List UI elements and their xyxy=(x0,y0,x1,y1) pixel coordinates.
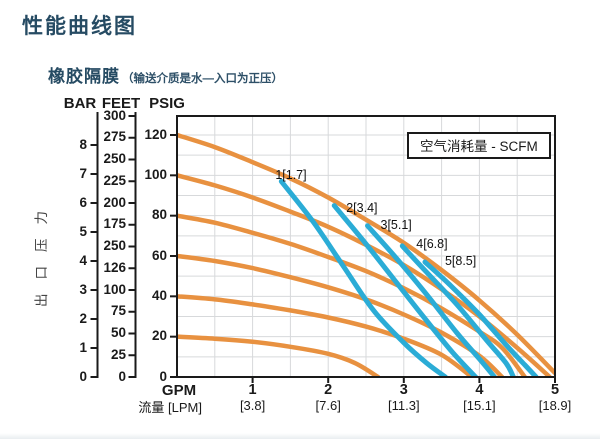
x-axis-unit-lpm: 流量 [LPM] xyxy=(138,400,202,415)
diaphragm-subtitle: 橡胶隔膜 xyxy=(48,67,120,86)
psig-tick-label: 40 xyxy=(151,287,167,303)
lpm-tick-label: [15.1] xyxy=(463,398,496,413)
feet-tick-label: 250 xyxy=(103,238,126,253)
bar-tick-label: 5 xyxy=(79,223,87,239)
pressure-curve-20psig xyxy=(176,334,381,378)
feet-tick-label: 200 xyxy=(103,194,126,210)
psig-tick-label: 0 xyxy=(159,368,167,384)
page-title: 性能曲线图 xyxy=(22,15,137,38)
feet-tick-label: 300 xyxy=(103,107,126,123)
bar-tick-label: 0 xyxy=(79,368,87,384)
gpm-tick-label: 3 xyxy=(399,382,408,398)
lpm-tick-label: [18.9] xyxy=(538,398,572,413)
lpm-tick-label: [7.6] xyxy=(315,398,341,413)
pressure-curve-120psig xyxy=(176,132,556,376)
feet-scale-header: FEET xyxy=(101,95,141,112)
psig-tick-label: 120 xyxy=(144,126,167,142)
psig-tick-label: 80 xyxy=(151,207,167,223)
air-curve-label-1: 1[1.7] xyxy=(275,168,307,183)
gpm-tick-label: 1 xyxy=(248,382,257,398)
psig-tick-label: 20 xyxy=(151,328,167,344)
bar-tick-label: 1 xyxy=(79,339,87,355)
gpm-tick-label: 4 xyxy=(475,382,484,398)
feet-tick-label: 75 xyxy=(110,303,126,319)
pressure-curve-80psig xyxy=(176,213,528,378)
bar-tick-label: 2 xyxy=(79,310,87,326)
feet-tick-label: 126 xyxy=(103,259,126,275)
bar-tick-label: 7 xyxy=(79,165,87,181)
legend-box: 空气消耗量 - SCFM xyxy=(407,132,551,159)
lpm-tick-label: [3.8] xyxy=(239,398,266,413)
bar-tick-label: 3 xyxy=(79,281,87,297)
subtitle-note: （输送介质是水—入口为正压） xyxy=(122,73,283,85)
air-consumption-curve-5 xyxy=(422,259,539,378)
feet-tick-label: 250 xyxy=(103,151,126,166)
subtitle-row: 橡胶隔膜 （输送介质是水—入口为正压） xyxy=(48,62,283,87)
feet-tick-label: 25 xyxy=(110,346,126,362)
bar-scale-header: BAR xyxy=(63,95,97,112)
psig-scale-header: PSIG xyxy=(149,95,185,112)
feet-tick-label: 275 xyxy=(103,129,126,145)
air-consumption-curve-2 xyxy=(331,203,479,378)
air-curve-label-4: 4[6.8] xyxy=(416,236,448,251)
feet-tick-label: 0 xyxy=(118,368,126,384)
feet-tick-label: 175 xyxy=(103,216,126,232)
psig-tick-label: 100 xyxy=(144,166,167,182)
pressure-curve-40psig xyxy=(176,294,475,378)
psig-tick-label: 60 xyxy=(151,247,167,263)
bar-tick-label: 6 xyxy=(79,194,87,210)
gpm-tick-label: 5 xyxy=(550,382,560,398)
bar-tick-label: 4 xyxy=(79,252,87,268)
air-consumption-curve-4 xyxy=(399,243,516,378)
air-curve-label-5: 5[8.5] xyxy=(444,254,477,269)
air-curve-label-3: 3[5.1] xyxy=(380,217,412,232)
lpm-tick-label: [11.3] xyxy=(388,398,420,413)
bar-tick-label: 8 xyxy=(79,136,87,152)
feet-tick-label: 100 xyxy=(103,281,126,297)
plot-frame xyxy=(176,115,556,378)
pressure-curve-60psig xyxy=(176,253,505,378)
legend-label: 空气消耗量 - SCFM xyxy=(420,139,538,154)
air-curve-label-2: 2[3.4] xyxy=(346,200,378,215)
x-axis-unit-gpm: GPM xyxy=(161,382,197,399)
air-consumption-curve-1 xyxy=(278,178,448,378)
gpm-tick-label: 2 xyxy=(324,382,333,398)
air-consumption-curve-3 xyxy=(365,223,497,378)
feet-tick-label: 225 xyxy=(103,172,126,188)
feet-tick-label: 50 xyxy=(110,325,126,340)
